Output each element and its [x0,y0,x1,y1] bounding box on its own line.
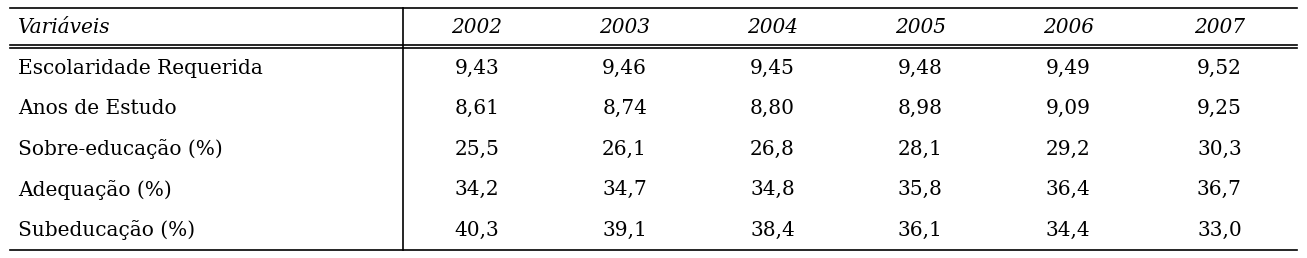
Text: Subeducação (%): Subeducação (%) [18,220,196,240]
Text: 9,52: 9,52 [1197,59,1242,78]
Text: 28,1: 28,1 [898,140,942,159]
Text: 34,8: 34,8 [750,180,795,199]
Text: 2003: 2003 [599,19,650,37]
Text: Anos de Estudo: Anos de Estudo [18,99,176,118]
Text: 2005: 2005 [895,19,946,37]
Text: 34,4: 34,4 [1046,221,1090,239]
Text: 40,3: 40,3 [455,221,499,239]
Text: Variáveis: Variáveis [18,19,111,37]
Text: 34,2: 34,2 [455,180,499,199]
Text: 36,4: 36,4 [1046,180,1090,199]
Text: 36,1: 36,1 [898,221,942,239]
Text: 9,49: 9,49 [1046,59,1091,78]
Text: 2007: 2007 [1193,19,1244,37]
Text: Sobre-educação (%): Sobre-educação (%) [18,139,223,159]
Text: 2006: 2006 [1043,19,1094,37]
Text: 34,7: 34,7 [603,180,647,199]
Text: 9,25: 9,25 [1197,99,1242,118]
Text: 8,74: 8,74 [603,99,647,118]
Text: 36,7: 36,7 [1197,180,1242,199]
Text: 9,45: 9,45 [750,59,795,78]
Text: 35,8: 35,8 [898,180,942,199]
Text: 2002: 2002 [451,19,502,37]
Text: 25,5: 25,5 [455,140,499,159]
Text: 8,61: 8,61 [454,99,499,118]
Text: 8,98: 8,98 [898,99,942,118]
Text: 8,80: 8,80 [750,99,795,118]
Text: 39,1: 39,1 [603,221,647,239]
Text: 38,4: 38,4 [750,221,795,239]
Text: 30,3: 30,3 [1197,140,1242,159]
Text: 26,1: 26,1 [603,140,647,159]
Text: 29,2: 29,2 [1046,140,1090,159]
Text: 33,0: 33,0 [1197,221,1242,239]
Text: 2004: 2004 [748,19,799,37]
Text: 9,09: 9,09 [1046,99,1091,118]
Text: 9,48: 9,48 [898,59,942,78]
Text: Adequação (%): Adequação (%) [18,180,173,200]
Text: 9,43: 9,43 [455,59,499,78]
Text: Escolaridade Requerida: Escolaridade Requerida [18,59,263,78]
Text: 26,8: 26,8 [750,140,795,159]
Text: 9,46: 9,46 [603,59,647,78]
